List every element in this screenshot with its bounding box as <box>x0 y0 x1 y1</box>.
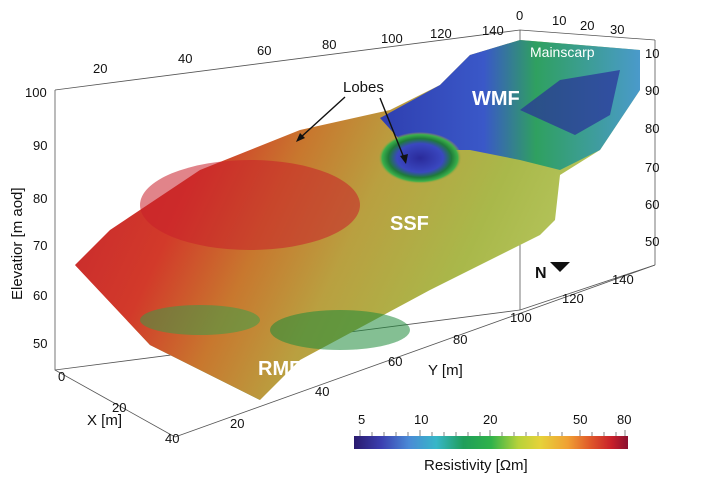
y-tick: 120 <box>562 291 584 306</box>
z-tick-right: 90 <box>645 83 659 98</box>
wmf-dark-region <box>520 70 620 135</box>
top-y-tick: 20 <box>93 61 107 76</box>
resistivity-model-body <box>75 40 640 400</box>
label-wmf: WMF <box>472 88 520 110</box>
y-tick: 80 <box>453 332 467 347</box>
y-tick: 60 <box>388 354 402 369</box>
z-tick-right: 50 <box>645 234 659 249</box>
label-lobes: Lobes <box>343 79 384 96</box>
y-tick: 100 <box>510 310 532 325</box>
y-tick: 40 <box>315 384 329 399</box>
z-tick-right: 10 <box>645 46 659 61</box>
top-x-tick: 10 <box>552 13 566 28</box>
z-tick-left: 50 <box>33 336 47 351</box>
top-y-axis: 20 40 60 80 100 120 140 <box>93 23 504 76</box>
colorbar: 5 10 20 50 80 Resistivity [Ωm] <box>354 412 631 474</box>
colorbar-tick: 50 <box>573 412 587 427</box>
colorbar-ticks: 5 10 20 50 80 <box>358 412 631 427</box>
z-axis-title: Elevatior [m aod] <box>9 187 26 300</box>
green-band <box>270 310 410 350</box>
blue-lobe <box>378 132 462 184</box>
green-band-lower <box>140 305 260 335</box>
top-x-tick: 30 <box>610 22 624 37</box>
x-axis-title: X [m] <box>87 412 122 429</box>
x-tick: 40 <box>165 431 179 446</box>
colorbar-title: Resistivity [Ωm] <box>424 457 528 474</box>
colorbar-minor-ticks <box>359 430 626 436</box>
z-axis-right: 10 90 80 70 60 50 <box>645 46 659 249</box>
label-ssf: SSF <box>390 213 429 235</box>
z-tick-right: 70 <box>645 160 659 175</box>
top-y-tick: 60 <box>257 43 271 58</box>
lobes-annotation: Lobes <box>296 79 408 164</box>
top-y-tick: 140 <box>482 23 504 38</box>
z-tick-right: 80 <box>645 121 659 136</box>
top-y-tick: 100 <box>381 31 403 46</box>
colorbar-tick: 20 <box>483 412 497 427</box>
top-y-tick: 120 <box>430 26 452 41</box>
z-tick-left: 60 <box>33 288 47 303</box>
north-arrow-icon: N <box>535 262 570 282</box>
z-axis-left: 100 90 80 70 60 50 Elevatior [m aod] <box>9 85 47 351</box>
label-mainscarp: Mainscarp <box>530 44 595 60</box>
y-axis: 20 40 60 80 100 120 140 Y [m] <box>230 272 634 431</box>
top-y-tick: 40 <box>178 51 192 66</box>
x-axis: 0 20 40 X [m] <box>58 369 179 446</box>
x-tick: 20 <box>112 400 126 415</box>
red-zone <box>140 160 360 250</box>
top-x-tick: 0 <box>516 8 523 23</box>
y-axis-title: Y [m] <box>428 362 463 379</box>
colorbar-tick: 10 <box>414 412 428 427</box>
top-y-tick: 80 <box>322 37 336 52</box>
z-tick-left: 70 <box>33 238 47 253</box>
z-tick-left: 100 <box>25 85 47 100</box>
colorbar-gradient <box>354 436 628 449</box>
top-x-axis: 0 10 20 30 <box>516 8 624 37</box>
colorbar-tick: 80 <box>617 412 631 427</box>
y-tick: 20 <box>230 416 244 431</box>
label-rmf: RMF <box>258 358 301 380</box>
z-tick-right: 60 <box>645 197 659 212</box>
top-x-tick: 20 <box>580 18 594 33</box>
x-tick: 0 <box>58 369 65 384</box>
north-label: N <box>535 265 547 282</box>
y-tick: 140 <box>612 272 634 287</box>
z-tick-left: 80 <box>33 191 47 206</box>
colorbar-tick: 5 <box>358 412 365 427</box>
z-tick-left: 90 <box>33 138 47 153</box>
